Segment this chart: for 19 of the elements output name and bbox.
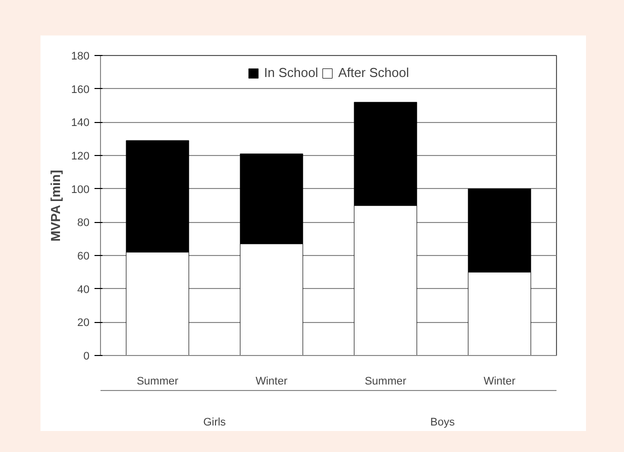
y-tick-label: 120 — [71, 150, 90, 162]
y-tick-label: 0 — [83, 350, 90, 362]
y-tick-label: 80 — [77, 217, 90, 230]
x-tick-label: Summer — [364, 376, 407, 388]
y-axis-title: MVPA [min] — [48, 170, 64, 242]
y-tick-label: 20 — [77, 317, 90, 330]
text: Boys — [430, 416, 456, 428]
y-tick-label: 140 — [71, 117, 90, 130]
y-tick-label: 40 — [77, 284, 90, 296]
y-tick-label: 100 — [71, 184, 90, 196]
y-tick-label: 180 — [71, 50, 90, 62]
legend-label: After School — [338, 65, 410, 80]
y-tick-label: 160 — [71, 84, 90, 96]
x-tick-label: Winter — [484, 376, 516, 388]
x-tick-label: Summer — [136, 376, 179, 388]
legend-label: In School — [264, 65, 318, 80]
text: Girls — [203, 416, 226, 428]
x-tick-label: Winter — [256, 376, 288, 388]
y-tick-label: 60 — [77, 250, 90, 262]
